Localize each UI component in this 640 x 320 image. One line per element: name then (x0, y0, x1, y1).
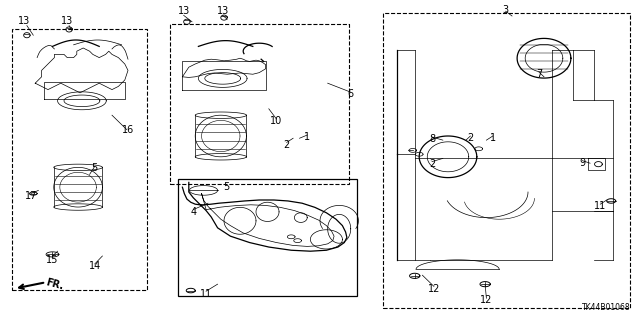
Bar (12, 29, 147, 290)
Bar (383, 13, 630, 308)
Text: 5: 5 (92, 163, 98, 173)
Text: 16: 16 (122, 124, 134, 135)
Text: 17: 17 (24, 191, 37, 201)
Text: 13: 13 (216, 6, 229, 16)
Text: 14: 14 (88, 261, 101, 271)
Text: 11: 11 (200, 289, 212, 299)
Text: 12: 12 (428, 284, 440, 294)
Text: 6: 6 (348, 89, 354, 100)
Text: 15: 15 (46, 255, 59, 265)
Text: 5: 5 (223, 182, 229, 192)
Text: 7: 7 (536, 69, 542, 79)
Text: 11: 11 (594, 201, 607, 212)
Text: FR.: FR. (45, 277, 65, 291)
Text: 2: 2 (429, 159, 435, 169)
Bar (170, 24, 349, 184)
Text: 2: 2 (284, 140, 290, 150)
Text: 4: 4 (190, 207, 196, 217)
Text: 1: 1 (490, 133, 496, 143)
Text: 13: 13 (18, 16, 31, 26)
Text: 3: 3 (502, 4, 509, 15)
Text: 8: 8 (429, 134, 435, 144)
Text: 9: 9 (579, 157, 586, 168)
Text: 2: 2 (467, 133, 474, 143)
Text: 12: 12 (480, 295, 493, 305)
Text: 1: 1 (304, 132, 310, 142)
Text: 13: 13 (177, 6, 190, 16)
Text: 10: 10 (270, 116, 283, 126)
Text: TK44B01068: TK44B01068 (582, 303, 630, 312)
Text: 13: 13 (61, 16, 74, 26)
Bar (178, 179, 357, 296)
